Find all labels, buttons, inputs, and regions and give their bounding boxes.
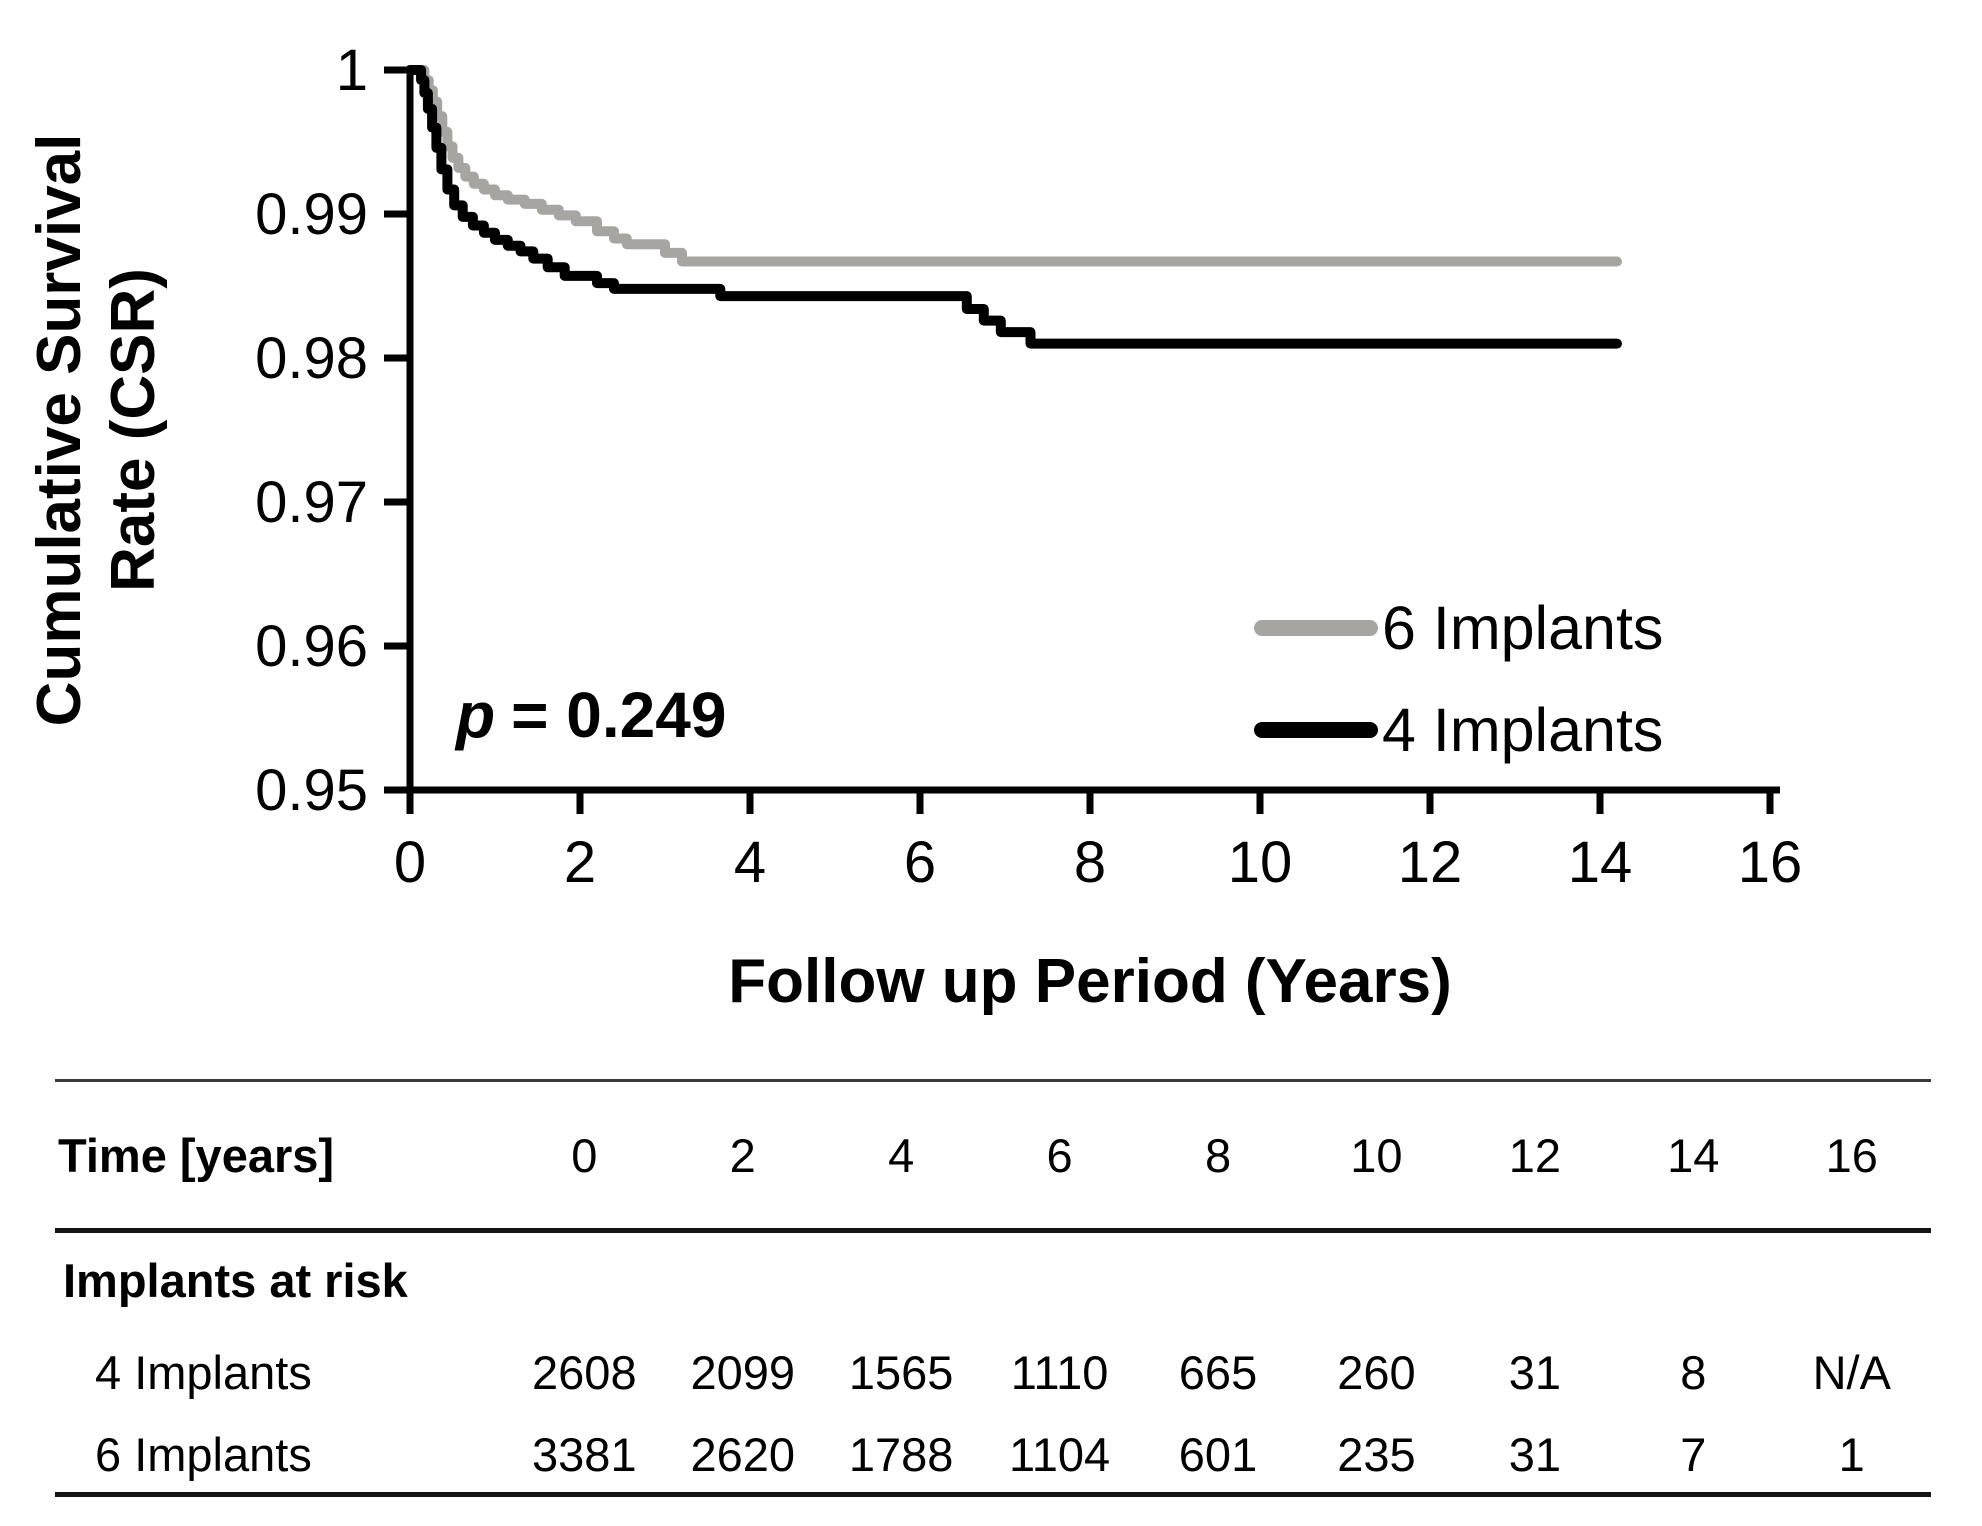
y-axis-title-line1: Cumulative Survival (25, 134, 94, 727)
x-tick-label: 10 (1228, 830, 1293, 895)
kaplan-meier-chart: 1 0.99 0.98 0.97 0.96 0.95 0 2 4 6 8 10 12 14 16 Follow… (25, 38, 1803, 1016)
x-tick-label: 12 (1398, 830, 1463, 895)
risk-cell: 235 (1337, 1427, 1416, 1481)
time-cell: 4 (821, 1080, 981, 1233)
y-tick-label: 0.96 (255, 614, 368, 679)
x-axis-title: Follow up Period (Years) (728, 947, 1451, 1016)
risk-cell: 31 (1508, 1346, 1561, 1399)
table-row-4-implants: 4 Implants 2608 2099 1565 1110 665 260 3… (55, 1329, 1931, 1417)
risk-cell: 8 (1680, 1346, 1707, 1399)
table-row-section: Implants at risk (55, 1231, 1931, 1329)
implants-at-risk-table: Time [years] 0 2 4 6 8 10 12 14 16 Impla… (55, 1079, 1931, 1497)
table-row-time: Time [years] 0 2 4 6 8 10 12 14 16 (55, 1080, 1931, 1233)
x-tick-label: 14 (1568, 830, 1633, 895)
time-cell: 0 (505, 1080, 664, 1233)
risk-cell: 1 (1838, 1427, 1865, 1481)
time-cell: 8 (1138, 1080, 1298, 1233)
x-tick-label: 2 (564, 830, 596, 895)
y-tick-label: 0.95 (255, 758, 368, 823)
chart-canvas: 1 0.99 0.98 0.97 0.96 0.95 0 2 4 6 8 10 12 14 16 Follow… (25, 38, 1803, 1016)
time-cell: 14 (1614, 1080, 1773, 1233)
x-tick-label: 0 (394, 830, 426, 895)
y-axis-title-line2: Rate (CSR) (99, 268, 168, 592)
y-tick-label: 0.97 (255, 470, 368, 535)
x-tick-label: 8 (1074, 830, 1106, 895)
risk-cell: 2620 (690, 1427, 796, 1481)
risk-cell: N/A (1812, 1346, 1891, 1399)
section-header-cell: Implants at risk (63, 1254, 408, 1308)
risk-cell: 3381 (532, 1427, 637, 1481)
time-header-cell: Time [years] (55, 1080, 506, 1233)
risk-cell: 7 (1680, 1427, 1707, 1481)
risk-cell: 1110 (1010, 1346, 1109, 1399)
y-tick-label: 1 (336, 38, 368, 103)
risk-cell: 1565 (848, 1346, 954, 1399)
x-tick-label: 4 (734, 830, 766, 895)
series-line-6-implants (405, 65, 1622, 267)
legend-label: 4 Implants (1382, 696, 1663, 764)
legend-label: 6 Implants (1382, 594, 1663, 662)
risk-cell: 601 (1178, 1427, 1258, 1481)
risk-cell: 1788 (848, 1427, 954, 1481)
p-value-annotation: p = 0.249 (454, 679, 726, 751)
y-tick-label: 0.99 (255, 182, 368, 247)
risk-cell: 2099 (690, 1346, 796, 1399)
time-cell: 2 (663, 1080, 822, 1233)
risk-cell: 665 (1178, 1346, 1258, 1399)
row-label: 4 Implants (95, 1346, 312, 1399)
series-line-4-implants (405, 65, 1622, 349)
row-label: 6 Implants (95, 1427, 312, 1481)
risk-cell: 31 (1508, 1427, 1561, 1481)
table-row-6-implants: 6 Implants 3381 2620 1788 1104 601 235 3… (55, 1417, 1931, 1495)
time-cell: 10 (1297, 1080, 1456, 1233)
time-cell: 12 (1455, 1080, 1615, 1233)
time-cell: 16 (1772, 1080, 1931, 1233)
x-tick-label: 16 (1738, 830, 1803, 895)
risk-cell: 260 (1337, 1346, 1416, 1399)
risk-cell: 1104 (1009, 1427, 1111, 1481)
risk-cell: 2608 (532, 1346, 637, 1399)
time-cell: 6 (980, 1080, 1139, 1233)
x-tick-label: 6 (904, 830, 936, 895)
y-tick-label: 0.98 (255, 326, 368, 391)
